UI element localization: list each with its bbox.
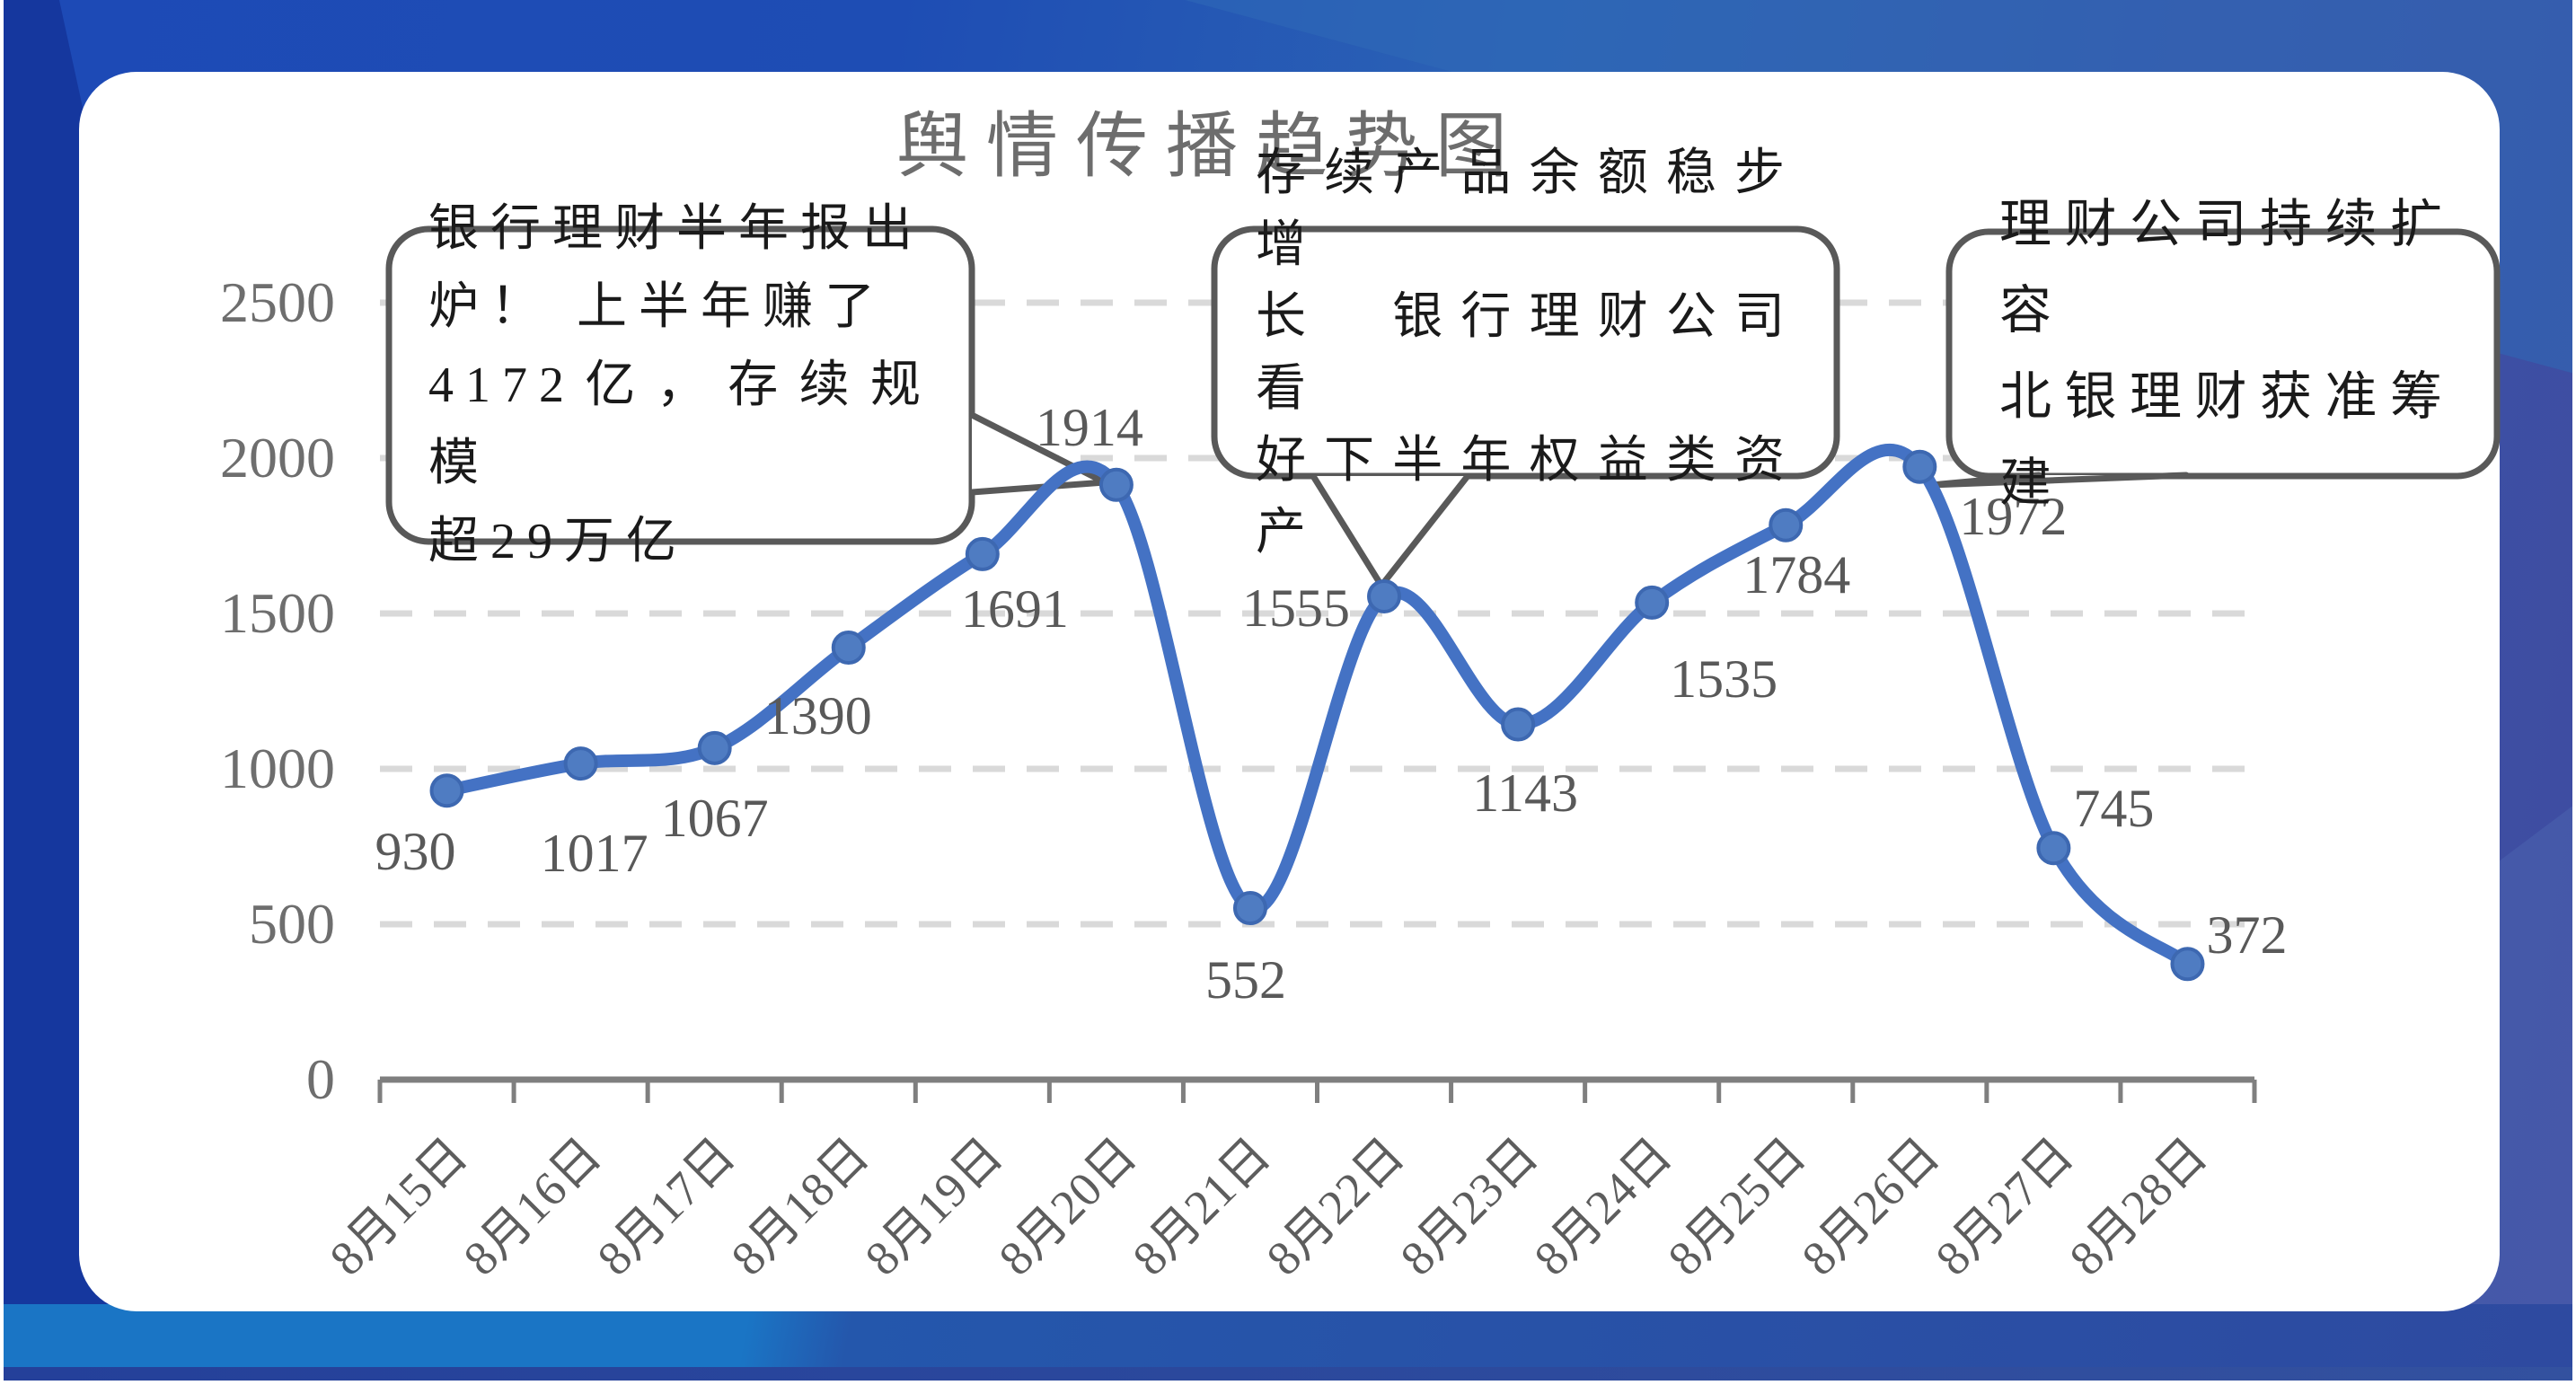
callout-pointer-1 [968,411,1108,496]
callout-pointer-2 [1310,472,1471,589]
data-point-8月22日 [1367,578,1402,613]
data-point-8月21日 [1232,891,1267,926]
data-point-8月23日 [1501,707,1536,742]
data-point-8月15日 [429,773,464,808]
background-bottom-band [0,1304,2576,1371]
data-point-8月24日 [1635,585,1670,620]
data-point-8月28日 [2170,947,2205,982]
data-point-8月27日 [2036,831,2071,866]
callout-shape-1 [385,225,975,545]
data-point-8月18日 [831,631,866,666]
data-point-8月16日 [563,746,598,781]
data-point-8月26日 [1902,449,1937,484]
data-point-8月25日 [1769,507,1804,543]
callout-shape-2 [1211,225,1840,480]
data-point-8月19日 [965,536,1000,571]
data-point-8月17日 [697,730,732,765]
chart-title: 舆情传播趋势图 [896,108,1525,187]
callout-pointer-3 [1928,472,2190,489]
data-point-8月20日 [1098,467,1134,502]
callout-shape-3 [1945,228,2501,480]
